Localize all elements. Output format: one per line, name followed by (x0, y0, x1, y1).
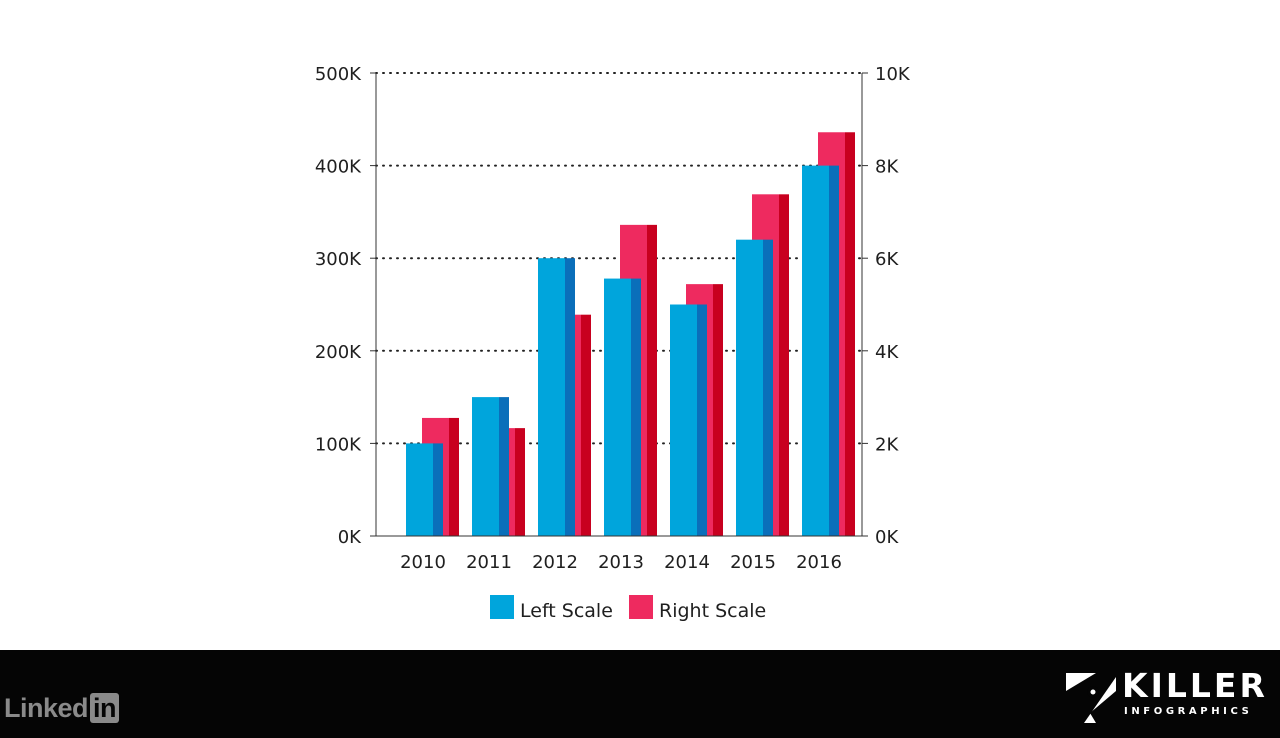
left-tick-label: 100K (315, 434, 362, 455)
bar-left-scale (472, 397, 499, 536)
right-tick-label: 10K (875, 64, 911, 85)
bar-right-scale-side (449, 417, 459, 536)
x-tick-label: 2011 (466, 552, 512, 573)
legend-label: Right Scale (659, 600, 766, 622)
killer-mark-icon (1066, 673, 1116, 723)
bar-left-scale-side (829, 165, 839, 536)
footer-bar: Linked in KILLER INFOGRAPHICS (0, 650, 1280, 738)
bar-left-scale (604, 278, 631, 536)
combo-bar-chart: 0K 0K 100K 2K 200K 4K 300K 6K 400K 8K 500K 10K 2010 2… (315, 64, 911, 622)
x-tick-label: 2014 (664, 552, 710, 573)
bar-right-scale-side (779, 194, 789, 536)
right-tick-label: 6K (875, 249, 899, 270)
x-tick-label: 2013 (598, 552, 644, 573)
left-tick-label: 300K (315, 249, 362, 270)
bar-left-scale (802, 165, 829, 536)
bar-left-scale-side (565, 258, 575, 536)
bar-right-scale-side (845, 132, 855, 536)
linkedin-logo-text: Linked (4, 692, 89, 723)
x-tick-label: 2015 (730, 552, 776, 573)
x-tick-label: 2016 (796, 552, 842, 573)
legend-swatch (629, 595, 653, 619)
bar-right-scale-side (647, 224, 657, 536)
bar-right-scale-side (581, 314, 591, 536)
bar-left-scale-side (433, 443, 443, 536)
bar-left-scale (670, 304, 697, 536)
bar-right-scale-side (515, 428, 525, 536)
left-tick-label: 0K (338, 527, 362, 548)
bars (406, 132, 855, 536)
linkedin-logo: Linked in (4, 692, 120, 724)
left-tick-label: 500K (315, 64, 362, 85)
linkedin-logo-box: in (90, 693, 120, 723)
right-tick-label: 2K (875, 434, 899, 455)
brand-word: KILLER (1122, 666, 1268, 705)
right-tick-label: 8K (875, 157, 899, 178)
bar-left-scale-side (697, 304, 707, 536)
bar-left-scale-side (499, 397, 509, 536)
bar-left-scale-side (763, 239, 773, 536)
right-tick-label: 0K (875, 527, 899, 548)
bar-left-scale (736, 239, 763, 536)
brand-subtitle: INFOGRAPHICS (1124, 706, 1253, 717)
killer-infographics-logo: KILLER INFOGRAPHICS (1066, 668, 1265, 724)
bar-left-scale (538, 258, 565, 536)
left-tick-label: 200K (315, 342, 362, 363)
bar-left-scale-side (631, 278, 641, 536)
right-tick-label: 4K (875, 342, 899, 363)
bar-left-scale (406, 443, 433, 536)
x-tick-label: 2012 (532, 552, 578, 573)
tick-labels: 0K 0K 100K 2K 200K 4K 300K 6K 400K 8K 500K 10K 2010 2… (315, 64, 911, 573)
left-tick-label: 400K (315, 157, 362, 178)
axes (370, 72, 868, 537)
bar-right-scale-side (713, 284, 723, 536)
x-tick-label: 2010 (400, 552, 446, 573)
legend: Left Scale Right Scale (490, 595, 766, 622)
legend-label: Left Scale (520, 600, 613, 622)
legend-swatch (490, 595, 514, 619)
